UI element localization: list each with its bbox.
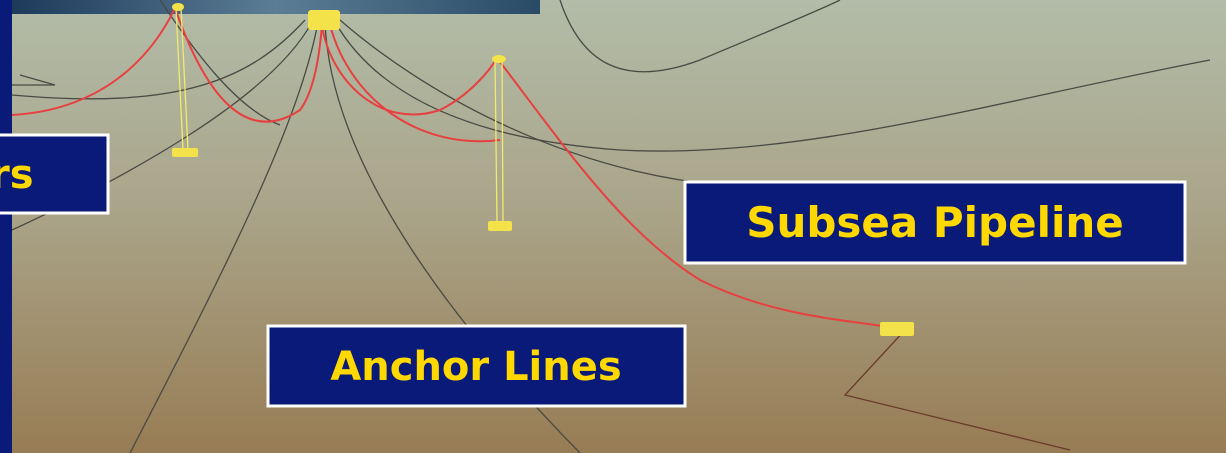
risers-label: rs	[0, 135, 108, 213]
scene: rs Subsea Pipeline Anchor Lines	[0, 0, 1226, 453]
label-text: Anchor Lines	[330, 344, 621, 390]
pipeline-label: Subsea Pipeline	[685, 182, 1185, 263]
label-text: Subsea Pipeline	[746, 198, 1124, 247]
anchor-label: Anchor Lines	[268, 326, 685, 406]
page: rs Subsea Pipeline Anchor Lines (() => {…	[0, 0, 1226, 453]
label-text: rs	[0, 152, 34, 198]
photo-strip	[12, 0, 540, 14]
